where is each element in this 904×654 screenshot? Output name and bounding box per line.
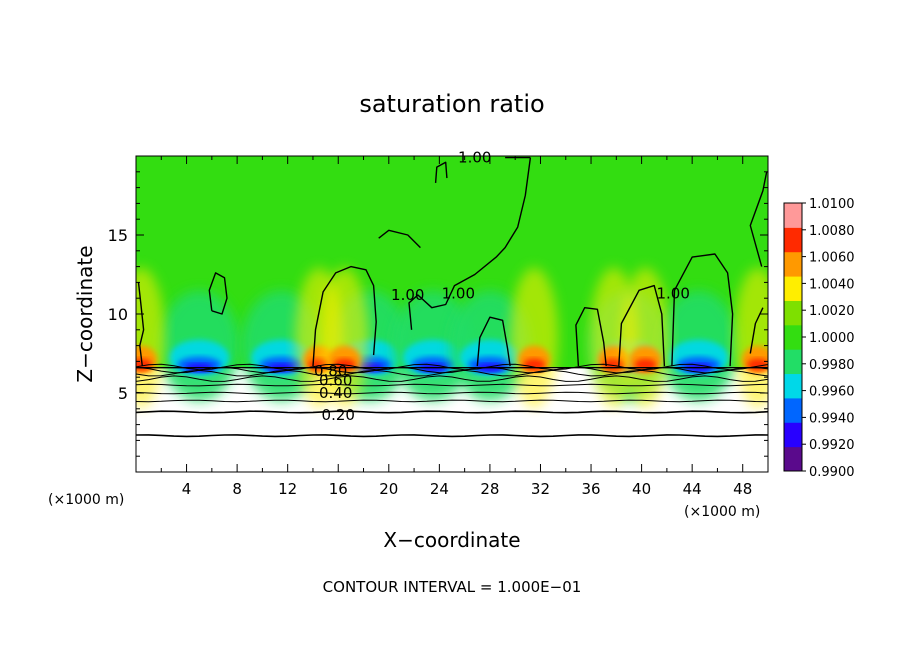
colorbar-segment	[784, 373, 802, 399]
x-tick-label: 48	[733, 480, 752, 498]
colorbar-segment	[784, 324, 802, 350]
contour-line-1.00	[671, 253, 734, 367]
contour-label: 1.00	[656, 284, 689, 302]
colorbar-segment	[784, 349, 802, 375]
contour-label: 0.20	[322, 406, 355, 424]
contour-line-1.00	[575, 307, 607, 367]
x-axis-label: X−coordinate	[383, 528, 520, 552]
plot-area	[136, 156, 768, 472]
contour-line-1.00	[378, 229, 421, 249]
contour-line-subsaturated	[136, 383, 768, 387]
colorbar: 1.0100 1.0080 1.0060 1.0040 1.0020 1.0000 0.99…	[783, 197, 855, 480]
colorbar-segment	[784, 251, 802, 277]
x-tick-label: 32	[531, 480, 550, 498]
y-tick-label: 10	[108, 305, 128, 324]
y-tick-label: 15	[108, 226, 128, 245]
contour-label: 1.00	[458, 149, 491, 167]
contour-line-1.00	[137, 282, 145, 367]
colorbar-tick-label: 1.0040	[809, 277, 855, 292]
contour-line-subsaturated	[136, 375, 768, 382]
supersaturated-plume	[733, 267, 768, 408]
y-axis-label: Z−coordinate	[73, 245, 97, 382]
contour-line-1.00	[618, 284, 666, 367]
colorbar-tick-label: 1.0020	[809, 304, 855, 319]
x-tick-label: 20	[379, 480, 398, 498]
y-axis: 5 10 15	[108, 171, 768, 457]
colorbar-tick-label: 1.0080	[809, 224, 855, 239]
colorbar-segment	[784, 446, 802, 472]
contour-label: 0.60	[319, 371, 352, 389]
x-tick-label: 4	[182, 480, 192, 498]
x-tick-label: 24	[430, 480, 449, 498]
x-tick-label: 44	[683, 480, 702, 498]
x-tick-label: 16	[329, 480, 348, 498]
contour-line-subsaturated	[136, 391, 768, 395]
contour-line-subsaturated	[136, 434, 768, 438]
contour-labels: 1.00 1.00 1.00 1.00 0.800.600.40 0.20	[314, 149, 690, 425]
colorbar-segment	[784, 422, 802, 448]
colorbar-segment	[784, 203, 802, 228]
x-tick-label: 36	[581, 480, 600, 498]
contour-line-1.00	[749, 171, 768, 267]
colorbar-tick-label: 1.0060	[809, 251, 855, 266]
contour-line-1.00	[476, 316, 511, 367]
contour-line-subsaturated	[136, 410, 768, 414]
contour-line-1.00	[312, 265, 377, 367]
x-axis: 4 8 12 16 20 24 28 32 36 40 44 48	[160, 156, 752, 498]
chart-title: saturation ratio	[359, 90, 544, 118]
colorbar-tick-label: 1.0100	[809, 197, 855, 212]
subsaturated-contour-lines	[136, 363, 768, 438]
contour-label: 0.80	[314, 362, 347, 380]
contour-label: 1.00	[442, 284, 475, 302]
colorbar-segment	[784, 397, 802, 423]
contour-line-1.00	[434, 161, 448, 183]
contour-line-1.00	[408, 157, 532, 330]
colorbar-tick-label: 0.9980	[809, 358, 855, 373]
colorbar-tick-label: 0.9920	[809, 438, 855, 453]
colorbar-tick-label: 1.0000	[809, 331, 855, 346]
x-unit-right: (×1000 m)	[684, 504, 760, 520]
contour-line-subsaturated	[136, 399, 768, 403]
colorbar-segment	[784, 276, 802, 301]
contour-line-1.00	[208, 272, 228, 315]
x-tick-label: 40	[632, 480, 651, 498]
contour-line-1.00	[749, 307, 764, 354]
x-tick-label: 12	[278, 480, 297, 498]
x-unit-left: (×1000 m)	[48, 492, 124, 508]
field-features	[136, 267, 768, 408]
contour-label: 0.40	[319, 384, 352, 402]
colorbar-segment	[784, 300, 802, 326]
contour-label: 1.00	[391, 286, 424, 304]
y-tick-label: 5	[118, 384, 128, 403]
x-tick-label: 8	[232, 480, 242, 498]
colorbar-segment	[784, 227, 802, 253]
contour-line-subsaturated	[136, 369, 768, 377]
saturation-contour-lines	[137, 156, 768, 367]
x-tick-label: 28	[480, 480, 499, 498]
supersaturated-plume	[510, 267, 559, 408]
contour-interval-note: CONTOUR INTERVAL = 1.000E−01	[323, 578, 582, 596]
colorbar-tick-label: 0.9940	[809, 411, 855, 426]
colorbar-tick-label: 0.9960	[809, 385, 855, 400]
colorbar-tick-label: 0.9900	[809, 465, 855, 480]
